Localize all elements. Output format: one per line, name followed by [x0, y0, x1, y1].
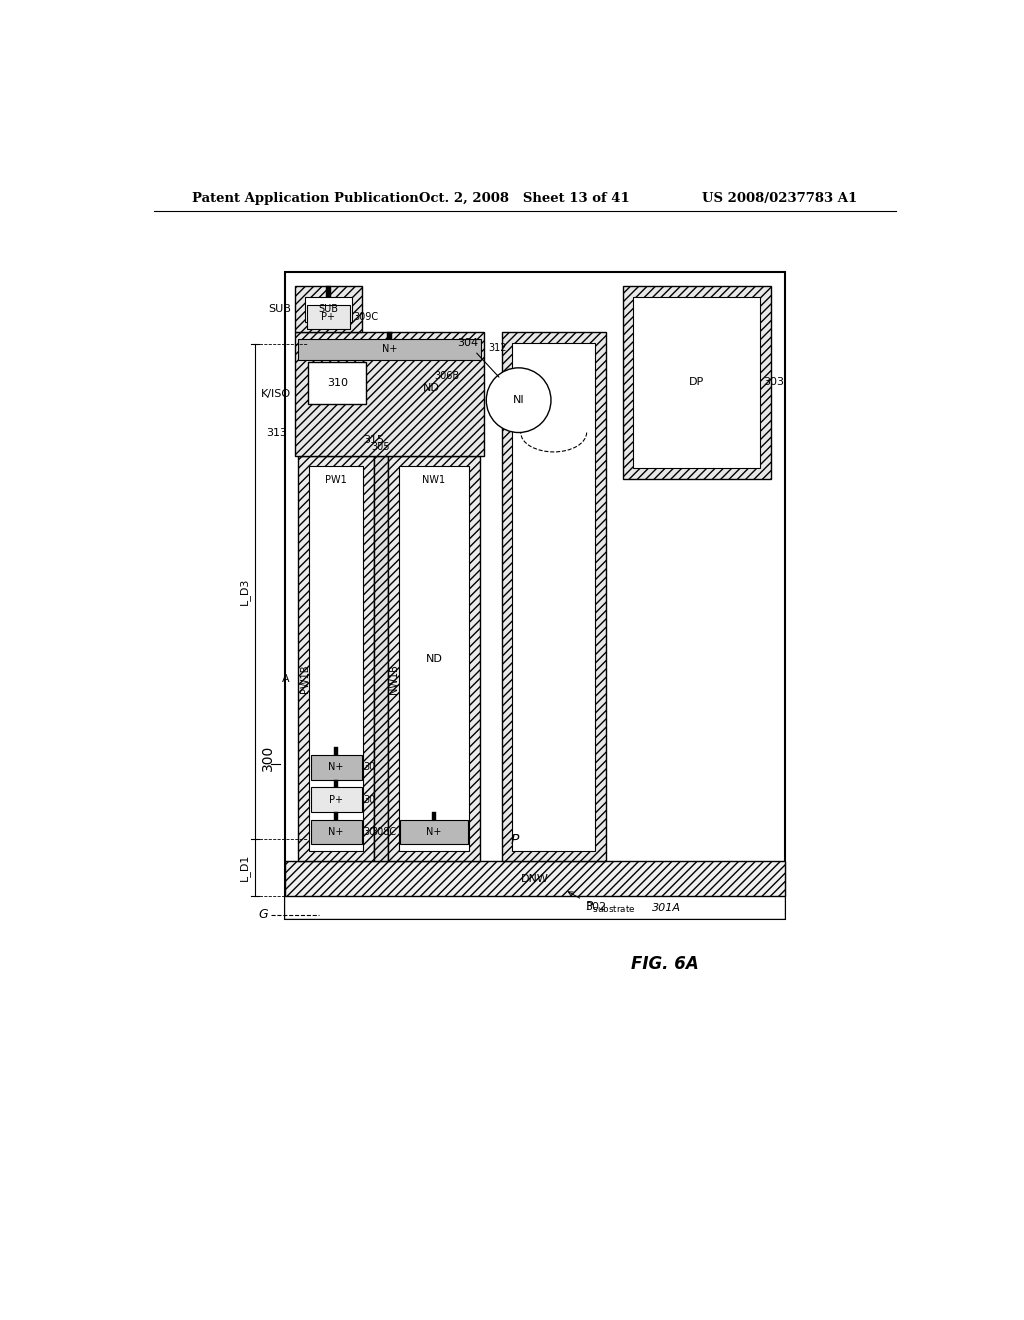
Bar: [285, 896, 785, 919]
Text: P: P: [511, 833, 519, 847]
Text: Oct. 2, 2008   Sheet 13 of 41: Oct. 2, 2008 Sheet 13 of 41: [420, 191, 630, 205]
Text: 306A: 306A: [438, 671, 463, 680]
Bar: [387, 333, 391, 339]
Text: SUB: SUB: [268, 305, 291, 314]
Text: 313: 313: [266, 428, 287, 437]
Text: ND: ND: [426, 653, 442, 664]
Text: 308B: 308B: [364, 763, 388, 772]
Text: 310: 310: [327, 378, 348, 388]
Text: P+: P+: [329, 795, 343, 805]
Bar: [432, 812, 436, 820]
Bar: [326, 286, 331, 297]
Bar: [374, 455, 388, 862]
Text: NW1B: NW1B: [389, 664, 399, 694]
Bar: [398, 466, 469, 850]
Bar: [298, 455, 374, 862]
Bar: [310, 788, 361, 812]
Text: 308C: 308C: [371, 828, 396, 837]
Bar: [307, 305, 350, 330]
Bar: [388, 455, 480, 862]
Circle shape: [486, 368, 551, 433]
Text: 312: 312: [487, 343, 506, 352]
Text: NW1: NW1: [422, 475, 445, 486]
Bar: [308, 362, 367, 404]
Text: 302: 302: [568, 892, 606, 912]
Text: NI: NI: [513, 395, 524, 405]
Bar: [295, 286, 362, 333]
Text: 309A: 309A: [364, 795, 388, 805]
Text: 309C: 309C: [353, 312, 378, 322]
Text: 307: 307: [425, 810, 443, 821]
Text: 300: 300: [261, 744, 275, 771]
Bar: [512, 343, 595, 850]
Text: PW1B: PW1B: [300, 664, 309, 693]
Text: 305: 305: [372, 442, 390, 451]
Text: FIG. 6A: FIG. 6A: [631, 954, 698, 973]
Text: 301B: 301B: [525, 834, 554, 845]
Text: Patent Application Publication: Patent Application Publication: [193, 191, 419, 205]
Bar: [334, 747, 339, 755]
Text: P+: P+: [322, 312, 336, 322]
Bar: [285, 862, 785, 896]
Text: 301A: 301A: [652, 903, 681, 912]
Text: 308A: 308A: [364, 828, 388, 837]
Text: N+: N+: [382, 345, 397, 354]
Bar: [502, 333, 605, 862]
Text: DP: DP: [689, 378, 705, 388]
Text: G: G: [258, 908, 267, 921]
Bar: [623, 286, 771, 479]
Bar: [334, 780, 339, 788]
Text: K/ISO: K/ISO: [261, 389, 292, 399]
Text: P$_\mathrm{substrate}$: P$_\mathrm{substrate}$: [585, 900, 635, 915]
Bar: [305, 297, 351, 322]
Text: N+: N+: [426, 828, 441, 837]
Text: SUB: SUB: [318, 305, 339, 314]
Text: DNW: DNW: [521, 874, 549, 883]
Text: N+: N+: [329, 828, 344, 837]
Text: 303: 303: [763, 378, 783, 388]
Text: L_D1: L_D1: [239, 854, 250, 882]
Bar: [295, 333, 484, 455]
Bar: [298, 339, 481, 360]
Bar: [310, 755, 361, 780]
Text: PW1: PW1: [326, 475, 347, 486]
Bar: [400, 820, 468, 845]
Bar: [285, 272, 785, 919]
Text: 304: 304: [457, 338, 499, 378]
Text: L_D3: L_D3: [239, 578, 250, 605]
Bar: [634, 297, 761, 469]
Text: ND: ND: [423, 383, 439, 393]
Text: 306B: 306B: [435, 371, 460, 380]
Text: US 2008/0237783 A1: US 2008/0237783 A1: [702, 191, 857, 205]
Bar: [309, 466, 364, 850]
Bar: [310, 820, 361, 845]
Text: 308D: 308D: [397, 350, 423, 360]
Bar: [334, 812, 339, 820]
Text: N+: N+: [329, 763, 344, 772]
Text: 315: 315: [364, 436, 385, 445]
Text: A: A: [282, 673, 289, 684]
